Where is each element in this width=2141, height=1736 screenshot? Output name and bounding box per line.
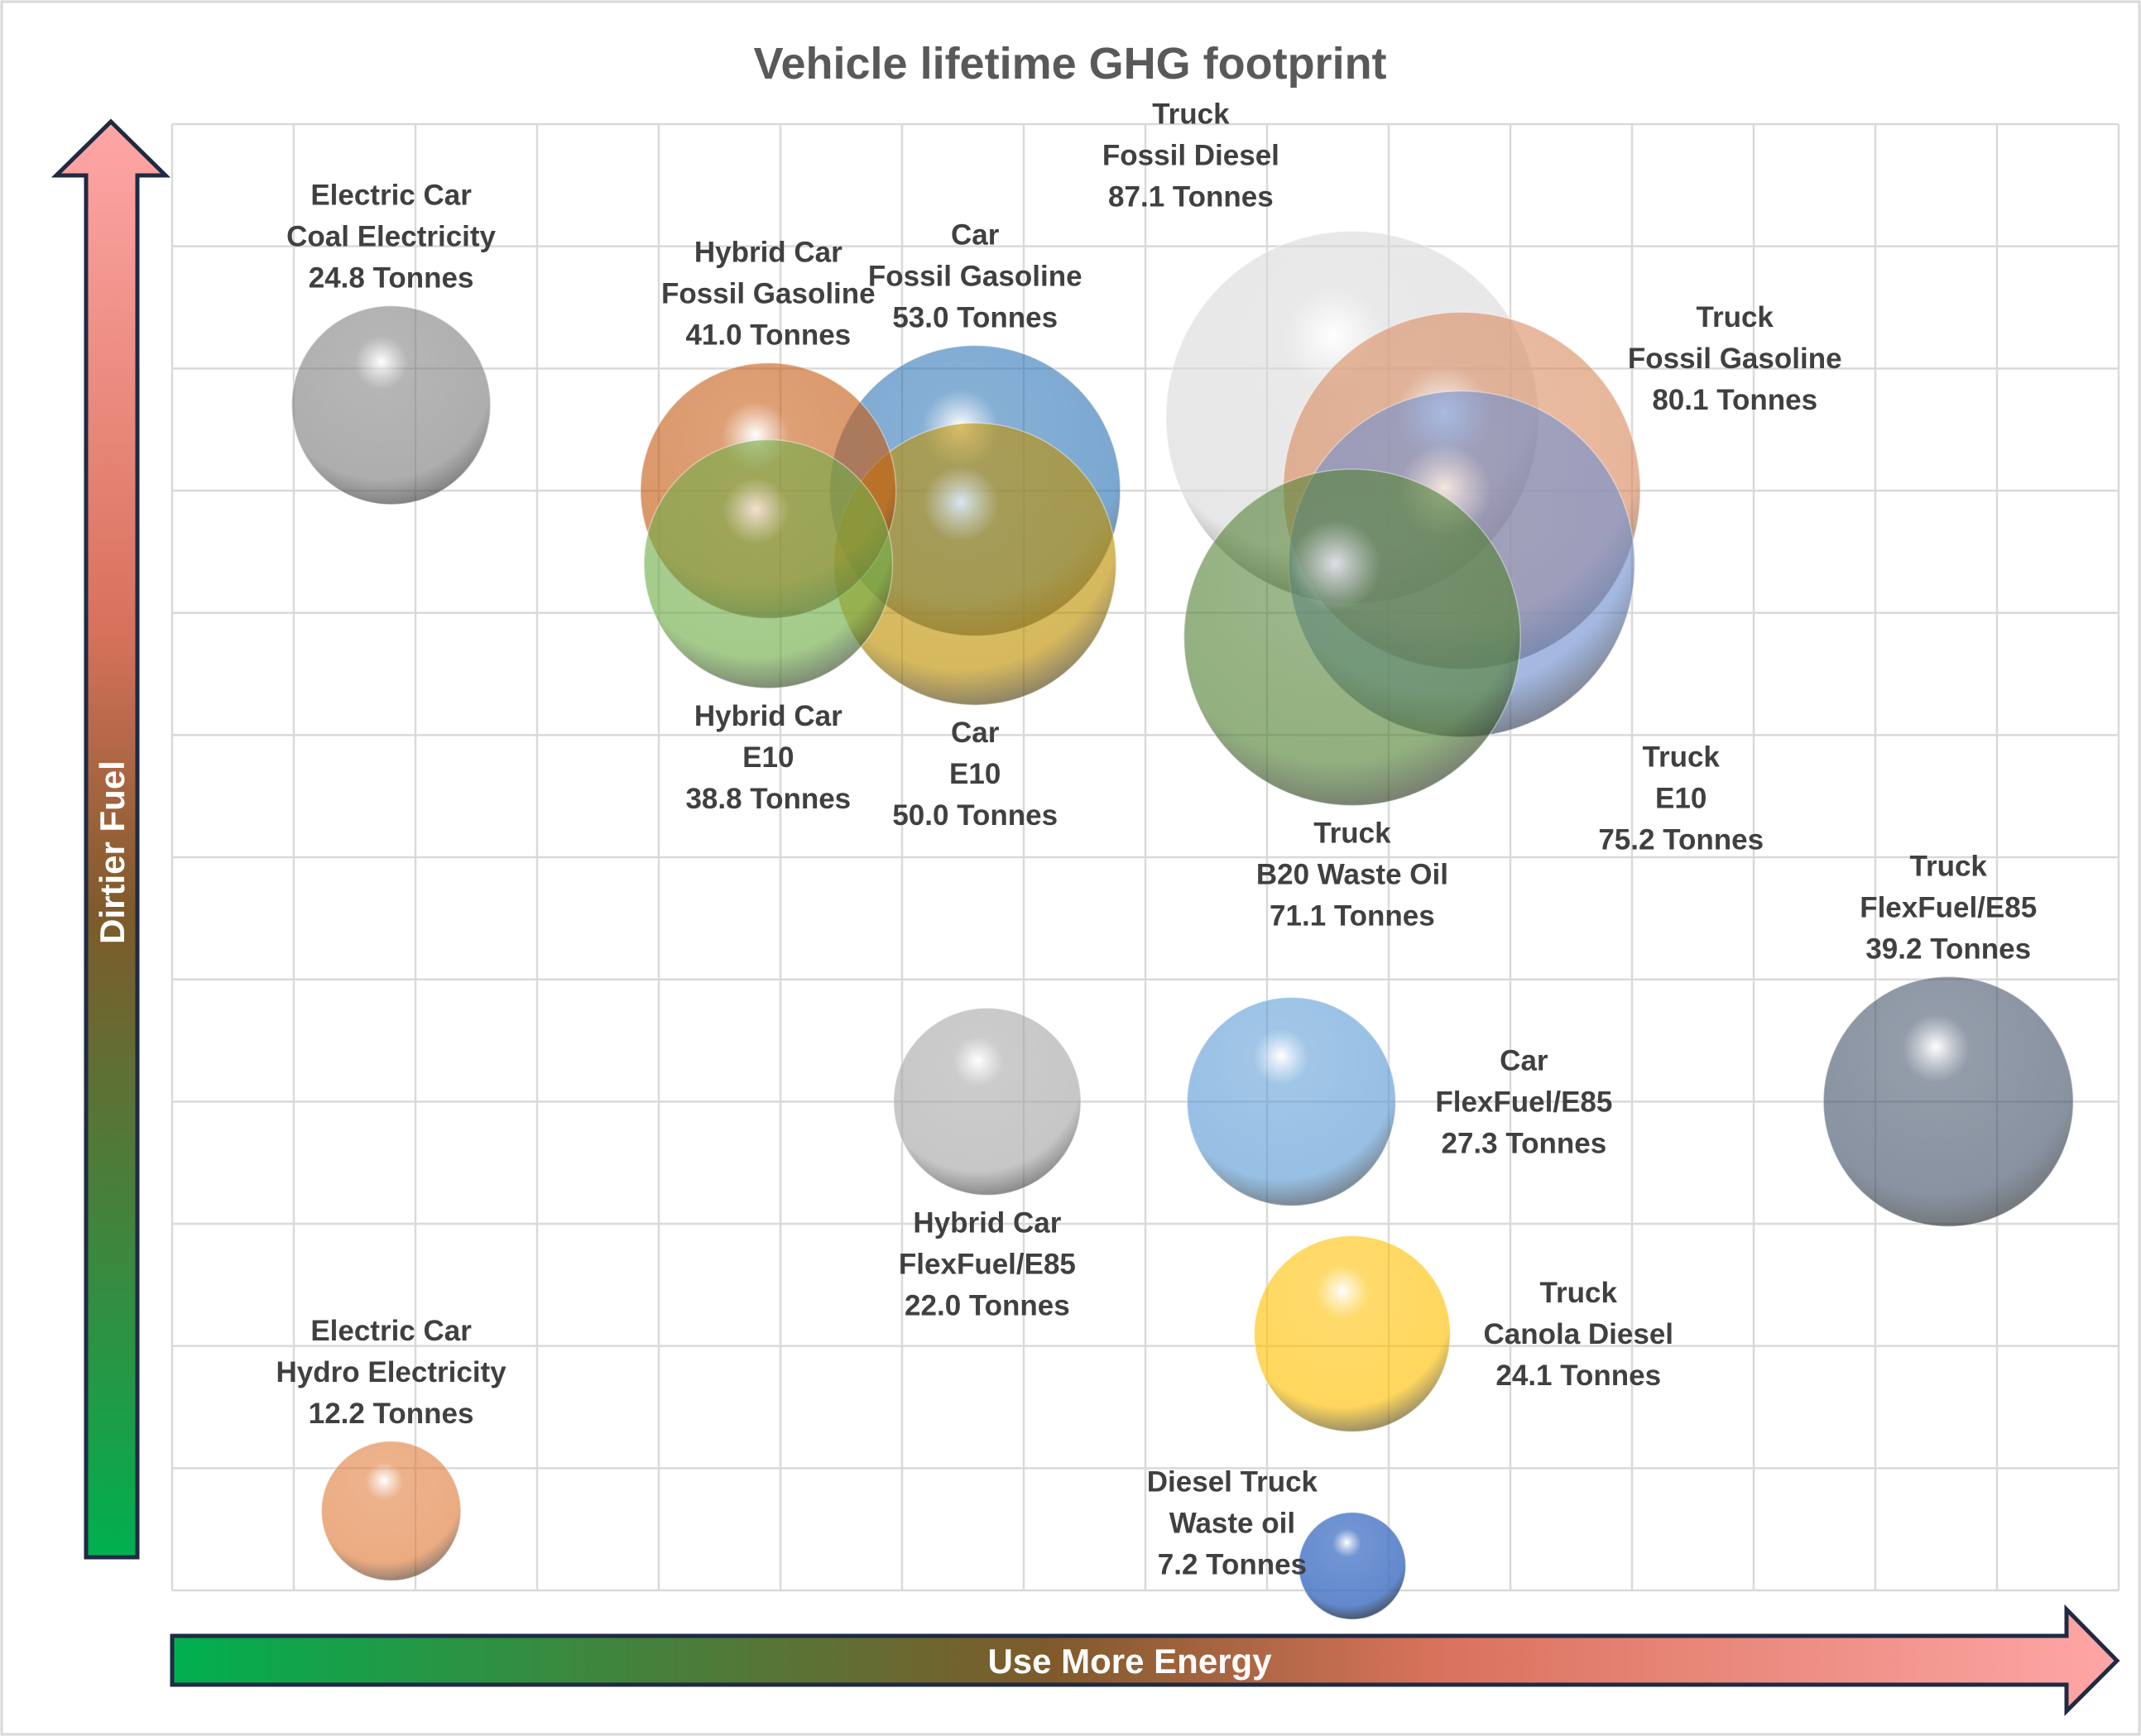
- data-label-line: Electric Car: [310, 180, 472, 212]
- bubble[interactable]: [893, 1007, 1082, 1196]
- data-label-line: FlexFuel/E85: [899, 1248, 1076, 1280]
- data-label-line: 12.2 Tonnes: [309, 1398, 474, 1430]
- data-label-line: FlexFuel/E85: [1860, 891, 2037, 923]
- data-label: Car E10 50.0 Tonnes: [892, 717, 1058, 832]
- bubble[interactable]: [1186, 996, 1397, 1207]
- data-label-line: 7.2 Tonnes: [1158, 1548, 1307, 1580]
- data-label: Truck FlexFuel/E85 39.2 Tonnes: [1860, 850, 2037, 965]
- data-label-line: Car: [951, 717, 1000, 749]
- data-label-line: Fossil Gasoline: [868, 260, 1083, 292]
- data-label-line: Car: [951, 218, 1000, 251]
- data-label-line: Fossil Gasoline: [661, 278, 876, 310]
- data-label-line: Fossil Gasoline: [1628, 343, 1842, 375]
- data-label-line: 41.0 Tonnes: [685, 319, 851, 352]
- data-label-line: 50.0 Tonnes: [892, 799, 1058, 832]
- data-label-line: Truck: [1910, 850, 1988, 882]
- data-label-line: Waste oil: [1169, 1507, 1295, 1539]
- bubble[interactable]: [643, 439, 894, 689]
- data-label-line: Canola Diesel: [1483, 1318, 1673, 1350]
- bubble[interactable]: [290, 305, 492, 506]
- data-labels-layer: Electric Car Coal Electricity 24.8 TonnesE…: [276, 98, 2038, 1580]
- data-label: Electric Car Hydro Electricity 12.2 Tonnes: [276, 1315, 507, 1430]
- chart-title: Vehicle lifetime GHG footprint: [753, 39, 1386, 89]
- data-label-line: 75.2 Tonnes: [1598, 824, 1764, 856]
- data-label-line: Car: [1500, 1044, 1548, 1077]
- data-label: Car Fossil Gasoline 53.0 Tonnes: [868, 218, 1083, 333]
- data-label-line: Truck: [1540, 1277, 1618, 1309]
- data-label-line: 39.2 Tonnes: [1865, 933, 2031, 965]
- data-label-line: 80.1 Tonnes: [1652, 384, 1817, 416]
- data-label-line: Hybrid Car: [913, 1206, 1061, 1239]
- data-label-line: 87.1 Tonnes: [1108, 180, 1274, 213]
- data-label: Truck Canola Diesel 24.1 Tonnes: [1483, 1277, 1673, 1392]
- data-label: Truck B20 Waste Oil 71.1 Tonnes: [1256, 817, 1448, 932]
- data-label: Diesel Truck Waste oil 7.2 Tonnes: [1147, 1465, 1318, 1580]
- data-label-line: 24.8 Tonnes: [309, 262, 474, 295]
- y-axis-arrow: Dirtier Fuel: [50, 118, 171, 1560]
- data-label-line: 38.8 Tonnes: [685, 783, 851, 815]
- data-label-line: Truck: [1643, 741, 1721, 774]
- data-label-line: Truck: [1152, 98, 1230, 130]
- data-label-line: Truck: [1313, 817, 1391, 849]
- y-arrow-shape: [50, 118, 171, 1560]
- bubble[interactable]: [1253, 1235, 1452, 1433]
- data-label-line: Hybrid Car: [694, 700, 842, 732]
- data-label-line: 27.3 Tonnes: [1442, 1127, 1607, 1159]
- data-label: Truck Fossil Diesel 87.1 Tonnes: [1102, 98, 1279, 213]
- data-label: Truck Fossil Gasoline 80.1 Tonnes: [1628, 301, 1842, 416]
- data-label-line: 71.1 Tonnes: [1270, 899, 1435, 932]
- bubbles-layer: [290, 230, 2074, 1620]
- bubble[interactable]: [1298, 1512, 1407, 1620]
- data-label: Hybrid Car E10 38.8 Tonnes: [685, 700, 851, 815]
- data-label-line: 53.0 Tonnes: [892, 301, 1058, 333]
- data-label: Electric Car Coal Electricity 24.8 Tonnes: [286, 180, 496, 295]
- data-label: Hybrid Car FlexFuel/E85 22.0 Tonnes: [899, 1206, 1076, 1321]
- data-label: Hybrid Car Fossil Gasoline 41.0 Tonnes: [661, 237, 876, 352]
- data-label-line: Electric Car: [310, 1315, 472, 1347]
- data-label: Truck E10 75.2 Tonnes: [1598, 741, 1764, 856]
- data-label-line: Hydro Electricity: [276, 1356, 507, 1388]
- x-axis-label: Use More Energy: [987, 1642, 1272, 1681]
- data-label-line: Hybrid Car: [694, 237, 842, 269]
- data-label-line: Truck: [1697, 301, 1774, 333]
- data-label: Car FlexFuel/E85 27.3 Tonnes: [1435, 1044, 1612, 1159]
- data-label-line: Coal Electricity: [286, 221, 496, 253]
- bubble[interactable]: [320, 1441, 462, 1581]
- data-label-line: E10: [949, 758, 1001, 790]
- data-label-line: 22.0 Tonnes: [905, 1289, 1070, 1321]
- y-axis-label: Dirtier Fuel: [93, 760, 132, 944]
- data-label-line: E10: [1655, 783, 1707, 815]
- data-label-line: B20 Waste Oil: [1256, 858, 1448, 890]
- data-label-line: FlexFuel/E85: [1435, 1086, 1612, 1118]
- data-label-line: 24.1 Tonnes: [1495, 1360, 1661, 1392]
- bubble[interactable]: [1822, 976, 2074, 1228]
- x-arrow-shape: [170, 1604, 2120, 1717]
- data-label-line: E10: [742, 741, 794, 774]
- x-axis-arrow: Use More Energy: [170, 1604, 2120, 1717]
- data-label-line: Diesel Truck: [1147, 1465, 1318, 1498]
- bubble[interactable]: [1183, 468, 1521, 807]
- data-label-line: Fossil Diesel: [1102, 139, 1279, 171]
